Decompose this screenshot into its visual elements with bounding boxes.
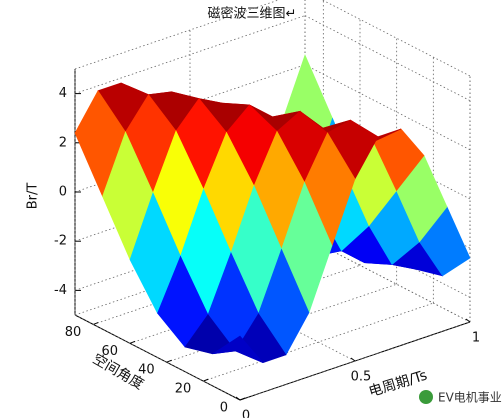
y-tick-label: 20 <box>175 382 192 397</box>
watermark-icon <box>419 390 433 404</box>
y-tick-label: 40 <box>138 363 155 378</box>
z-tick-label: 2 <box>59 135 67 150</box>
x-tick-label: 0 <box>242 409 250 418</box>
grid-line <box>304 64 471 151</box>
grid-line <box>304 236 471 323</box>
z-tick-label: -4 <box>54 283 67 298</box>
tick-mark <box>235 396 241 401</box>
tick-mark <box>129 340 136 344</box>
tick-mark <box>166 359 172 363</box>
grid-line <box>74 314 241 401</box>
tick-mark <box>239 397 246 401</box>
box-edge <box>321 0 471 77</box>
tick-mark <box>203 378 209 382</box>
tick-mark <box>93 321 99 325</box>
z-tick-label: -2 <box>54 234 67 249</box>
surface-patch <box>212 335 264 363</box>
y-tick-label: 80 <box>65 325 82 340</box>
z-tick-label: 4 <box>59 86 67 101</box>
y-tick-label: 0 <box>220 401 228 416</box>
chart-title: 磁密波三维图↵ <box>208 6 297 22</box>
box-edge <box>74 0 280 70</box>
tick-mark <box>465 318 471 323</box>
y-tick-label: 60 <box>101 344 118 359</box>
x-tick-label: 1 <box>472 331 480 346</box>
tick-mark <box>350 357 356 362</box>
watermark: EV电机事业 <box>438 391 502 405</box>
z-tick-label: 0 <box>59 185 67 200</box>
x-tick-label: 0.5 <box>351 370 372 385</box>
z-axis-label: Br/T <box>26 183 41 210</box>
grid-line <box>304 15 471 101</box>
